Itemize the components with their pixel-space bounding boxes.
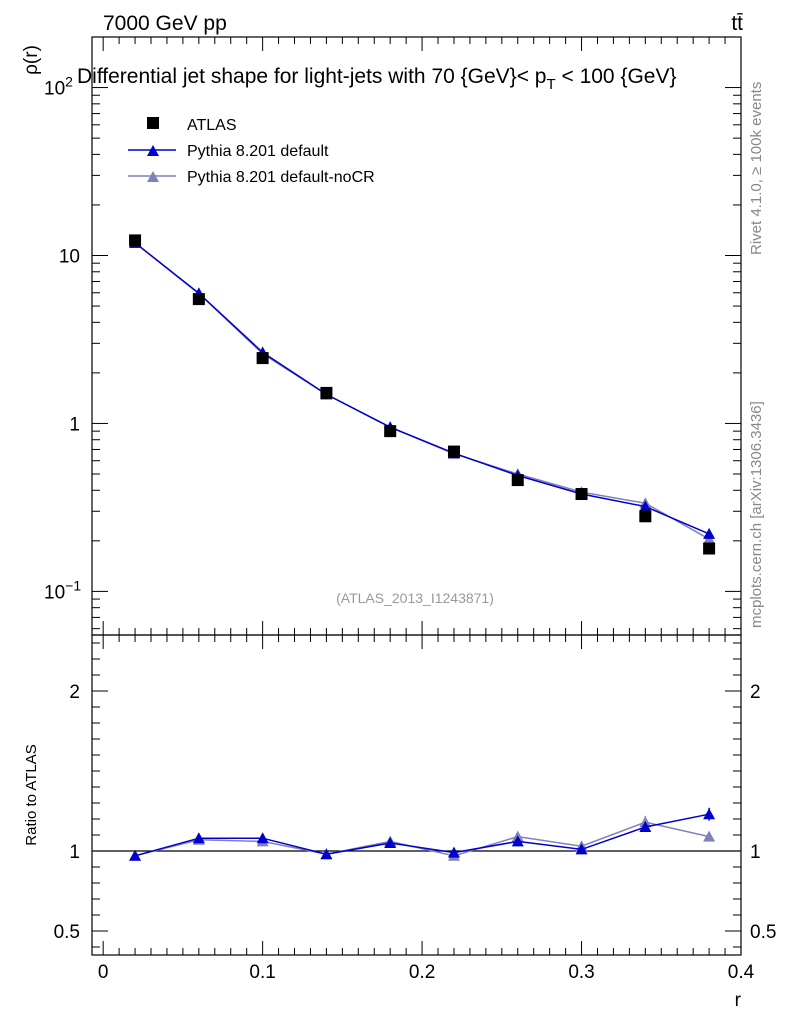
legend-item-pythia-default: Pythia 8.201 default [128, 143, 329, 160]
data-point-atlas [256, 352, 269, 365]
legend: ATLAS Pythia 8.201 default Pythia 8.201 … [128, 117, 375, 186]
legend-label-pythia-nocr: Pythia 8.201 default-noCR [187, 169, 375, 186]
analysis-id-label: (ATLAS_2013_I1243871) [336, 590, 494, 606]
main-axes: 102 10 1 10−1 [44, 36, 742, 635]
series-line-pythia-default [134, 242, 710, 535]
legend-item-atlas: ATLAS [147, 117, 237, 134]
data-point-atlas [320, 386, 333, 399]
x-tick-label: 0.2 [409, 962, 435, 983]
data-point-atlas [129, 234, 142, 247]
data-point-pythia-default [703, 527, 716, 539]
x-tick-label: 0.1 [249, 962, 275, 983]
series-line-pythia-nocr [134, 242, 710, 540]
data-point-atlas [511, 474, 524, 487]
ratio-line-pythia-default [134, 813, 710, 857]
legend-marker-pythia-nocr [147, 171, 159, 182]
data-point-atlas [447, 445, 460, 458]
x-tick-label: 0.4 [728, 962, 755, 983]
data-point-atlas [192, 293, 205, 306]
y-tick-label: 10−1 [44, 577, 81, 603]
ratio-y-tick-label-right: 0.5 [750, 922, 776, 943]
ratio-axes: 0 0.1 0.2 0.3 0.4 2 2 1 1 0.5 0.5 [54, 635, 776, 983]
process-label: tt̄ [731, 12, 743, 35]
legend-item-pythia-nocr: Pythia 8.201 default-noCR [128, 169, 375, 186]
ratio-point-pythia-default [384, 837, 397, 848]
x-tick-label: 0 [98, 962, 109, 983]
ratio-point-pythia-default [639, 821, 652, 832]
x-tick-label: 0.3 [568, 962, 594, 983]
legend-label-pythia-default: Pythia 8.201 default [187, 143, 329, 160]
ratio-y-axis-label: Ratio to ATLAS [23, 744, 40, 845]
legend-marker-atlas [147, 117, 159, 129]
data-point-atlas [639, 510, 652, 523]
y-tick-label: 102 [44, 74, 73, 100]
ratio-point-pythia-default [511, 835, 524, 847]
ratio-point-pythia-default [703, 808, 716, 820]
ratio-y-tick-label-right: 1 [750, 842, 761, 863]
data-point-atlas [384, 425, 397, 438]
rivet-version-label: Rivet 4.1.0, ≥ 100k events [748, 82, 765, 255]
x-axis-label: r [735, 990, 742, 1011]
main-series [129, 234, 716, 555]
ratio-point-pythia-default [575, 843, 588, 855]
ratio-y-tick-label-right: 2 [750, 682, 761, 703]
energy-label: 7000 GeV pp [103, 12, 227, 35]
data-point-pythia-default [639, 500, 652, 512]
ratio-series [129, 807, 716, 861]
ratio-panel-frame [91, 634, 742, 956]
ratio-point-pythia-default [256, 832, 269, 844]
ratio-y-tick-label: 0.5 [54, 922, 80, 943]
plot-title: Differential jet shape for light-jets wi… [77, 65, 677, 93]
ratio-point-pythia-default [447, 846, 460, 858]
ratio-point-pythia-default [192, 832, 205, 844]
ratio-y-tick-label: 2 [69, 682, 80, 703]
legend-label-atlas: ATLAS [187, 117, 237, 134]
y-tick-label: 10 [59, 247, 80, 268]
ratio-y-tick-label: 1 [69, 842, 80, 863]
legend-marker-pythia-default [147, 145, 159, 156]
data-point-atlas [703, 542, 716, 555]
ratio-point-pythia-default [129, 849, 142, 861]
ratio-line-pythia-nocr [134, 821, 710, 857]
y-tick-label: 1 [69, 414, 80, 435]
mcplots-label: mcplots.cern.ch [arXiv:1306.3436] [748, 401, 765, 628]
data-point-atlas [575, 488, 588, 501]
y-axis-label: ρ(r) [21, 45, 42, 75]
ratio-point-pythia-default [320, 848, 333, 860]
ratio-point-pythia-nocr [703, 830, 716, 842]
